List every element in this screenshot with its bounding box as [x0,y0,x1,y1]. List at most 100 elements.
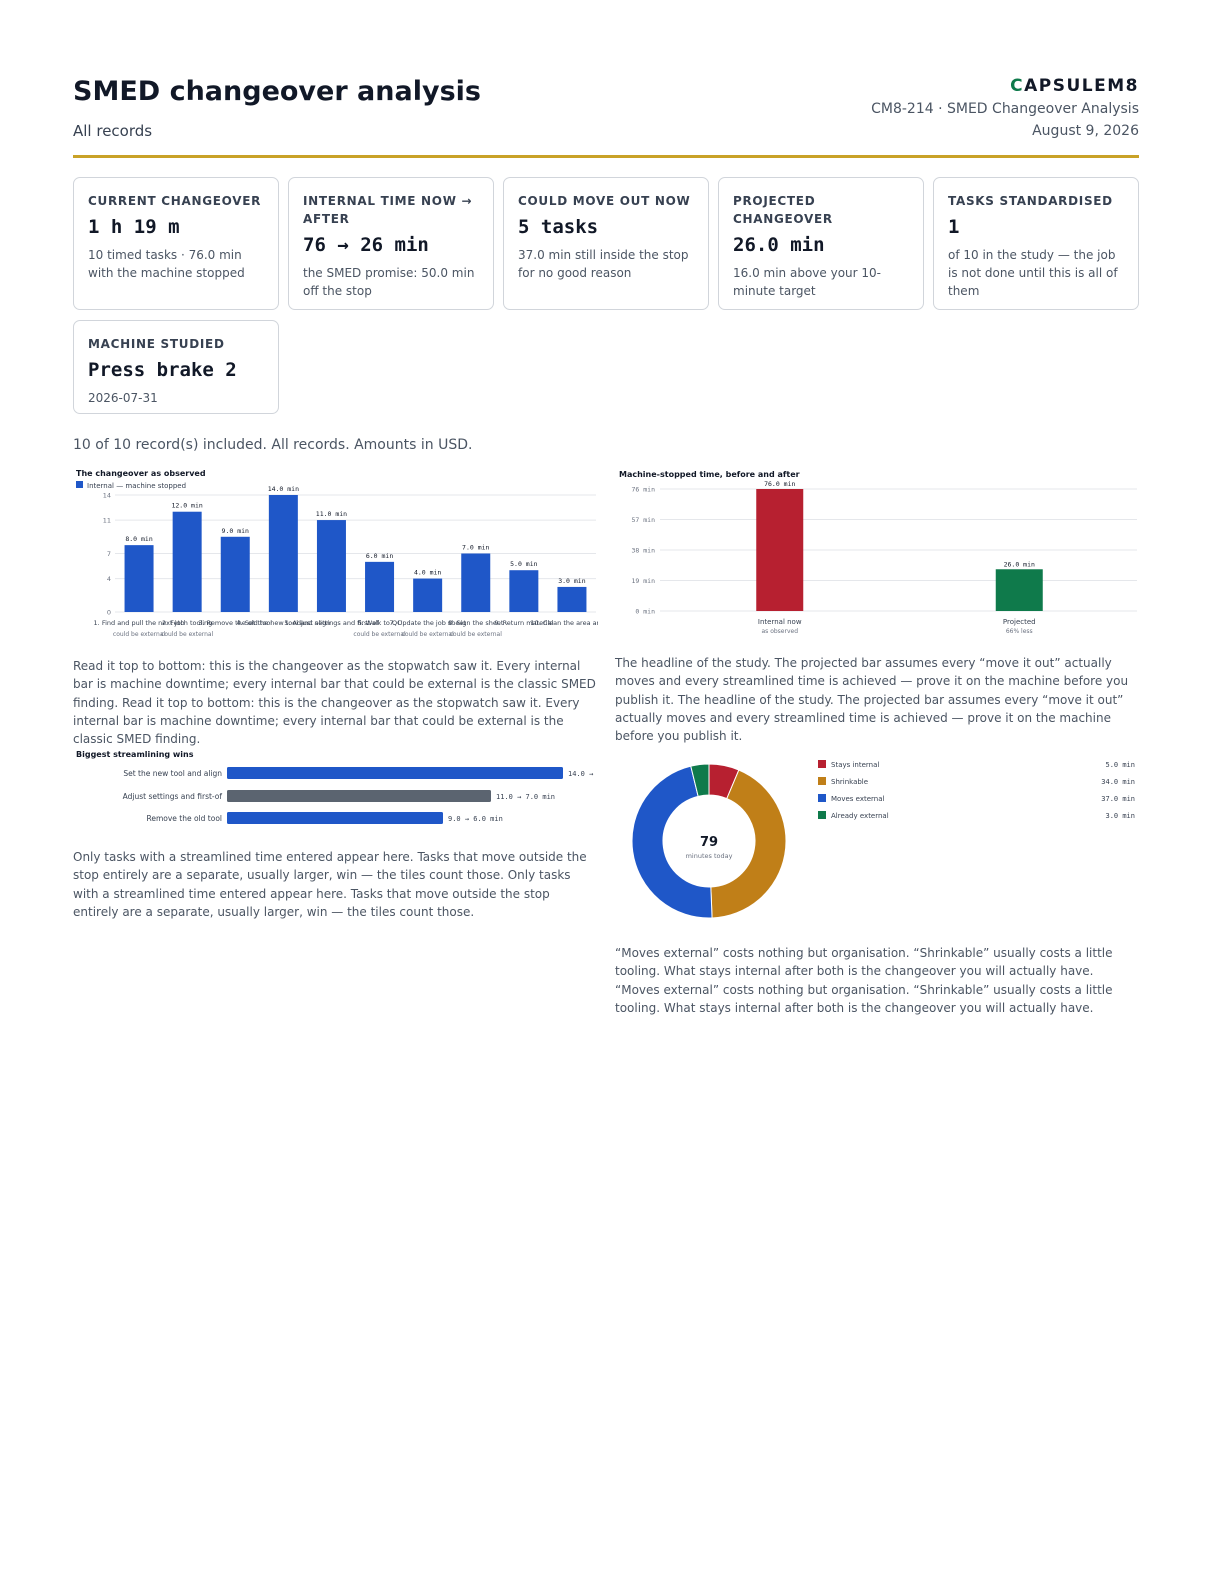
y-tick-label: 57 min [632,516,656,524]
brand-logo: CAPSULEM8 [1010,76,1139,96]
kpi-label: Machine studied [88,337,225,351]
kpi-note: 2026-07-31 [88,391,158,405]
kpi-note: 37.0 min still inside the stop for no go… [518,248,689,280]
kpi-note: 10 timed tasks · 76.0 min with the machi… [88,248,245,280]
y-tick-label: 4 [107,575,111,583]
x-tick-sublabel: could be external [113,631,166,638]
legend-label: Stays internal [831,761,879,769]
y-tick-label: 11 [103,517,111,525]
x-tick-label: 7. Update the job sheet [389,619,466,627]
legend-swatch [818,777,826,785]
bar-value-label: 26.0 min [1004,560,1035,568]
document-id: CM8-214 · SMED Changeover Analysis [871,101,1139,117]
kpi-tile-machine-studied: Machine studied Press brake 2 2026-07-31 [73,320,279,414]
streamlining-wins-chart: Biggest streamlining wins Set the new too… [76,750,593,824]
legend-value: 5.0 min [1105,761,1135,769]
bar-category-label: Remove the old tool [146,814,222,823]
x-tick-label: Projected [1003,618,1036,626]
bar [124,545,154,612]
donut-center-label: minutes today [686,852,733,860]
bar-value-label: 11.0 → 7.0 min [496,793,555,801]
legend-value: 37.0 min [1101,795,1135,803]
x-tick-sublabel: could be external [161,631,214,638]
document-date: August 9, 2026 [1032,123,1139,139]
bar [172,511,202,612]
brand-logo-text: APSULEM8 [1024,76,1139,96]
chart-title: Biggest streamlining wins [76,750,194,759]
kpi-label: Current changeover [88,194,262,208]
bar-category-label: Adjust settings and first-of [123,792,223,801]
legend-swatch [76,481,83,488]
kpi-note: the SMED promise: 50.0 min off the stop [303,266,475,298]
bar-value-label: 9.0 min [222,527,249,535]
bar [509,570,539,612]
x-tick-label: 4. Set the new tool and align [236,619,330,627]
chart-title: The changeover as observed [76,469,206,478]
before-after-chart: Machine-stopped time, before and after 0 … [619,470,1137,635]
bar-value-label: 8.0 min [125,535,152,543]
y-tick-label: 0 min [635,608,655,616]
kpi-tile-tasks-standardised: Tasks standardised 1 of 10 in the study … [933,177,1139,310]
kpi-tile-could-move-out: Could move out now 5 tasks 37.0 min stil… [503,177,709,310]
kpi-note: 16.0 min above your 10-minute target [733,266,881,298]
legend-value: 3.0 min [1105,812,1135,820]
legend-swatch [818,811,826,819]
report-header: SMED changeover analysis All records CAP… [73,0,1139,158]
report-page: SMED changeover analysis All records CAP… [73,0,1139,1584]
x-tick-sublabel: could be external [353,631,406,638]
kpi-value: Press brake 2 [88,359,237,381]
bar [227,812,443,824]
kpi-label: Projected changeover [733,194,833,226]
bar [461,553,491,612]
x-tick-label: 6. Walk to QC [357,619,402,627]
bar-value-label: 6.0 min [366,552,393,560]
x-tick-sublabel: as observed [761,628,798,635]
x-tick-label: 1. Find and pull the next job [94,619,185,627]
kpi-value: 1 [948,216,960,238]
bar [227,790,491,802]
y-tick-label: 7 [107,550,111,558]
bar-value-label: 7.0 min [462,544,489,552]
donut-chart-caption: “Moves external” costs nothing but organ… [615,946,1113,1015]
bar-category-label: Set the new tool and align [123,769,222,778]
observed-changeover-chart: The changeover as observed Internal — mac… [76,469,598,638]
legend-label: Internal — machine stopped [87,482,186,490]
kpi-value: 26.0 min [733,234,825,256]
bar-value-label: 5.0 min [510,560,537,568]
x-tick-label: 10. Clean the area and re [530,619,598,627]
page-subtitle: All records [73,122,153,140]
y-tick-label: 14 [103,492,111,500]
y-tick-label: 38 min [632,547,656,555]
time-split-donut-chart: 79 minutes today Stays internal 5.0 min Shri… [631,760,1135,919]
wins-chart-caption: Only tasks with a streamlined time enter… [73,850,587,919]
donut-center-value: 79 [700,835,718,850]
kpi-tile-current-changeover: Current changeover 1 h 19 m 10 timed tas… [73,177,279,310]
bar [995,569,1043,611]
donut-slice [690,763,710,797]
y-tick-label: 76 min [632,486,656,494]
kpi-label: Internal time now → after [303,194,473,226]
x-tick-label: 8. Sign the sheet [448,619,504,627]
chart-title: Machine-stopped time, before and after [619,470,800,479]
y-tick-label: 0 [107,609,111,617]
x-tick-label: 5. Adjust settings and first-of [284,619,379,627]
x-tick-label: 9. Return material [494,619,553,627]
legend-label: Moves external [831,795,885,803]
y-tick-label: 19 min [632,577,656,585]
records-summary: 10 of 10 record(s) included. All records… [73,437,473,453]
x-tick-sublabel: could be external [402,631,455,638]
bar-value-label: 3.0 min [558,577,585,585]
bar-value-label: 76.0 min [764,480,795,488]
x-tick-label: 2. Fetch tooling [162,619,212,627]
kpi-value: 5 tasks [518,216,599,238]
observed-chart-caption: Read it top to bottom: this is the chang… [73,659,596,747]
bar-value-label: 11.0 min [316,510,347,518]
kpi-tile-projected-changeover: Projected changeover 26.0 min 16.0 min a… [718,177,924,310]
bar [227,767,563,779]
kpi-note: of 10 in the study — the job is not done… [948,248,1118,298]
brand-logo-mark: C [1010,76,1025,96]
legend-value: 34.0 min [1101,778,1135,786]
kpi-label: Could move out now [518,194,691,208]
bar-value-label: 4.0 min [414,569,441,577]
legend-swatch [818,794,826,802]
